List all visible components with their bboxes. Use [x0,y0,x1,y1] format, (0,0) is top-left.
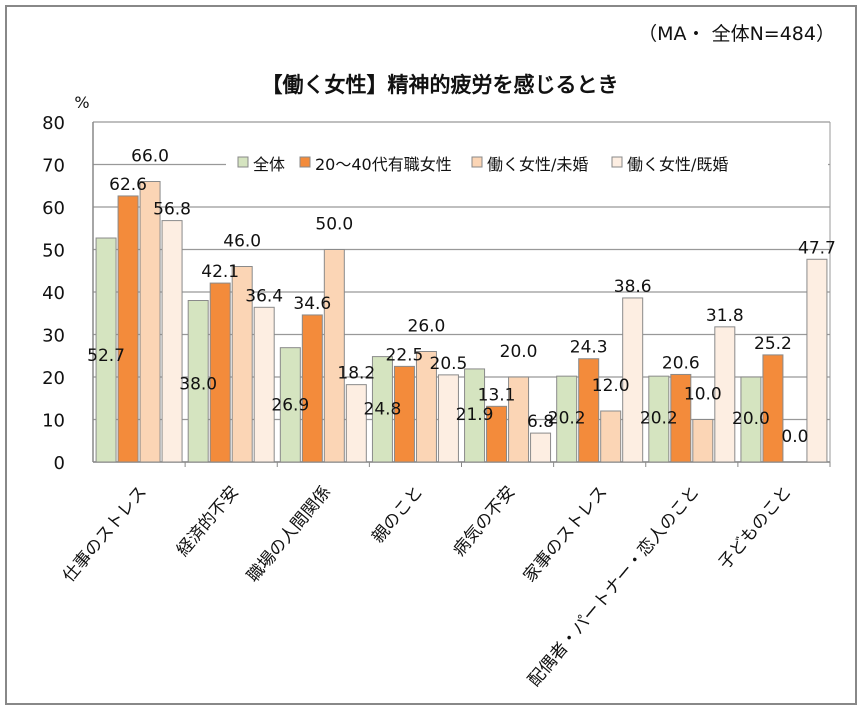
y-tick-label: 60 [42,198,65,219]
data-label: 26.9 [271,396,309,416]
data-label: 20.5 [430,354,468,374]
data-label: 10.0 [684,385,722,405]
bar [806,258,828,463]
chart-title: 【働く女性】精神的疲労を感じるとき [262,73,619,97]
data-label: 42.1 [201,262,239,282]
bar [600,410,622,463]
y-tick-label: 70 [42,156,65,177]
data-label: 24.8 [364,400,402,420]
bar [345,384,367,463]
y-tick-label: 30 [42,326,65,347]
bar [762,354,784,463]
y-tick-label: 80 [42,113,65,134]
legend-label: 働く女性/既婚 [627,155,728,174]
data-label: 38.0 [179,374,217,394]
bar [556,375,578,463]
bar [692,419,714,463]
bar [415,351,437,463]
data-label: 34.6 [293,294,331,314]
data-label: 50.0 [315,215,353,235]
data-label: 6.8 [527,412,554,432]
legend-swatch [611,156,623,168]
data-label: 13.1 [478,385,516,405]
bar [622,297,644,463]
data-label: 20.0 [732,409,770,429]
data-label: 62.6 [109,175,147,195]
data-label: 20.2 [548,408,586,428]
bar [231,266,253,463]
bar [95,237,117,463]
y-tick-label: 10 [42,411,65,432]
data-label: 18.2 [337,364,375,384]
data-label: 56.8 [153,200,191,220]
bar [486,405,508,463]
data-label: 20.6 [662,353,700,373]
legend-label: 全体 [253,155,285,174]
bar [464,368,486,463]
data-label: 0.0 [781,427,808,447]
bar [161,220,183,463]
data-label: 38.6 [614,277,652,297]
legend-swatch [471,156,483,168]
data-label: 26.0 [408,317,446,337]
bar [117,195,139,463]
legend-swatch [237,156,249,168]
bar [437,374,459,463]
data-label: 20.0 [500,342,538,362]
data-label: 22.5 [386,345,424,365]
bar [714,326,736,463]
legend-label: 働く女性/未婚 [487,155,588,174]
data-label: 46.0 [223,232,261,252]
y-axis-unit: % [74,93,89,112]
data-label: 12.0 [592,376,630,396]
legend-swatch [299,156,311,168]
bar [323,249,345,463]
bar [648,375,670,463]
chart-subtitle: （MA・ 全体N=484） [638,23,835,45]
bar [740,376,762,463]
bar [670,373,692,463]
y-tick-label: 40 [42,283,65,304]
y-tick-label: 0 [54,453,65,474]
bar [578,358,600,463]
data-label: 24.3 [570,338,608,358]
data-label: 25.2 [754,334,792,354]
bar [187,300,209,463]
data-label: 36.4 [245,286,283,306]
bar [209,282,231,463]
data-label: 20.2 [640,408,678,428]
bar [301,314,323,463]
bar [253,306,275,463]
legend-box [226,148,828,178]
data-label: 47.7 [798,238,836,258]
data-label: 31.8 [706,306,744,326]
bar [508,376,530,463]
y-tick-label: 50 [42,241,65,262]
legend-label: 20～40代有職女性 [315,155,452,174]
bar [393,365,415,463]
y-tick-label: 20 [42,368,65,389]
bar [530,432,552,463]
bar [139,181,161,463]
data-label: 52.7 [87,346,125,366]
bar [279,347,301,463]
data-label: 66.0 [131,147,169,167]
data-label: 21.9 [456,405,494,425]
bar [371,356,393,463]
